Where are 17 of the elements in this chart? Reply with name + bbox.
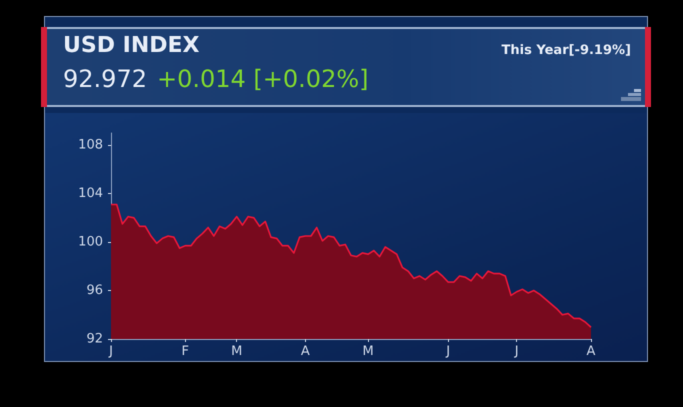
y-tick-label: 104 — [78, 186, 103, 202]
x-tick-label: M — [362, 344, 374, 359]
x-tick-label: J — [445, 344, 450, 359]
x-tick-label: A — [586, 344, 596, 359]
x-tick-label: F — [182, 344, 190, 359]
y-tick-label: 92 — [86, 332, 103, 346]
x-tick-label: J — [514, 344, 519, 359]
x-tick-label: J — [108, 344, 113, 359]
y-tick-label: 96 — [86, 283, 103, 298]
x-tick-label: A — [300, 344, 310, 359]
text: This Year[-9.19%] — [502, 43, 631, 58]
y-tick-label: 108 — [78, 138, 103, 153]
y-tick-label: 100 — [78, 234, 103, 250]
chart-subtitle: 92.972 — [63, 65, 147, 93]
x-tick-label: M — [231, 344, 242, 359]
text: +0.014 [+0.02%] — [156, 65, 369, 93]
chart-title: USD INDEX — [63, 33, 200, 58]
